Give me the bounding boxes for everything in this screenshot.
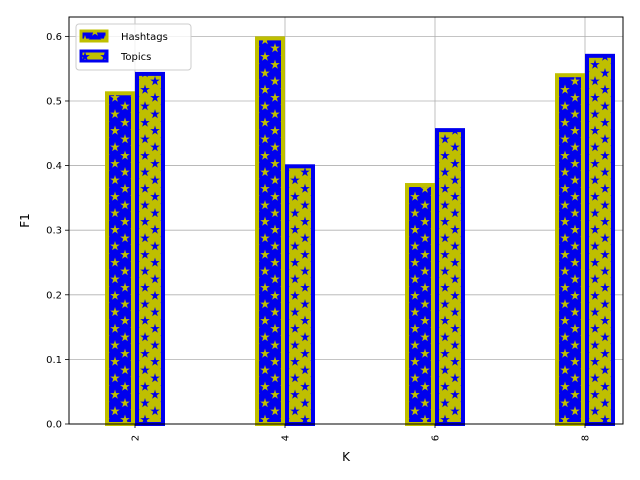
ticks: 0.0 0.1 0.2 0.3 0.4 0.5 0.6 2 4 6 8 bbox=[46, 32, 591, 441]
bar-hashtags-2 bbox=[105, 91, 135, 427]
x-tick-label: 4 bbox=[281, 435, 292, 441]
bar-topics-2 bbox=[135, 71, 165, 427]
bar-hashtags-6 bbox=[405, 183, 435, 426]
x-tick-label: 6 bbox=[431, 435, 442, 441]
legend: Hashtags Topics bbox=[75, 23, 192, 71]
x-axis-label: K bbox=[342, 450, 351, 464]
y-tick-label: 0.0 bbox=[46, 420, 62, 431]
plot-frame bbox=[68, 16, 624, 425]
bar-hashtags-8 bbox=[555, 73, 585, 426]
legend-label: Hashtags bbox=[121, 32, 168, 43]
y-tick-label: 0.4 bbox=[46, 161, 62, 172]
bar-topics-8 bbox=[585, 53, 615, 426]
bar-topics-4 bbox=[285, 164, 315, 427]
y-tick-label: 0.2 bbox=[46, 290, 62, 301]
bar-topics-6 bbox=[435, 128, 465, 426]
legend-label: Topics bbox=[120, 52, 151, 63]
legend-swatch bbox=[79, 49, 109, 63]
y-tick-label: 0.5 bbox=[46, 96, 62, 107]
legend-swatch bbox=[79, 29, 109, 43]
x-tick-label: 2 bbox=[131, 435, 142, 441]
y-tick-label: 0.3 bbox=[46, 226, 62, 237]
y-tick-label: 0.1 bbox=[46, 355, 62, 366]
x-tick-label: 8 bbox=[581, 435, 592, 441]
y-tick-label: 0.6 bbox=[46, 32, 62, 43]
y-axis-label: F1 bbox=[18, 213, 32, 228]
bars bbox=[105, 36, 615, 427]
bar-hashtags-4 bbox=[255, 36, 285, 426]
